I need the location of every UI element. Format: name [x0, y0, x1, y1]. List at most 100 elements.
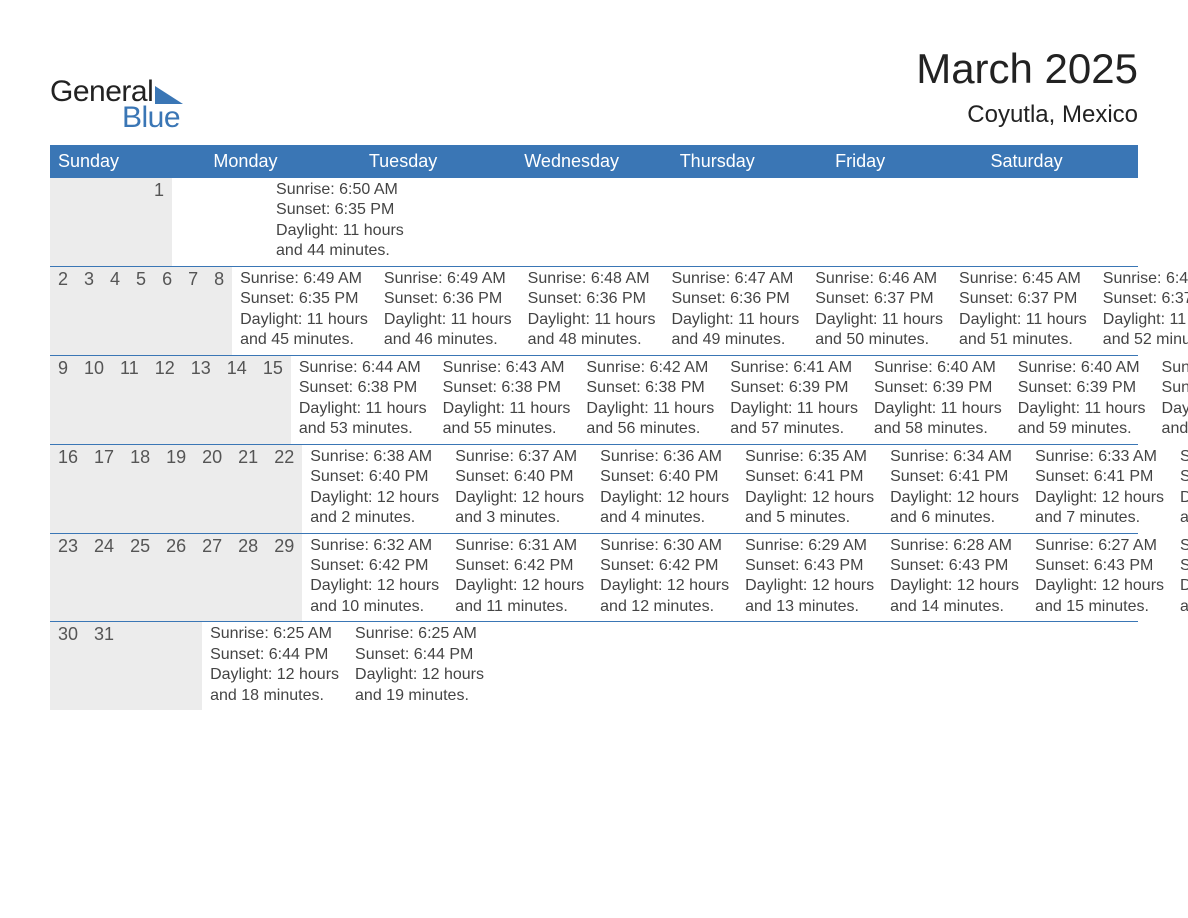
day-number: [138, 622, 154, 710]
sunset-text: Sunset: 6:44 PM: [1180, 556, 1188, 576]
sunrise-text: Sunrise: 6:38 AM: [310, 447, 439, 467]
day-body: Sunrise: 6:25 AMSunset: 6:44 PMDaylight:…: [202, 622, 347, 710]
sunrise-text: Sunrise: 6:40 AM: [1018, 358, 1146, 378]
day-body: Sunrise: 6:28 AMSunset: 6:43 PMDaylight:…: [882, 534, 1027, 622]
daylight-text-2: and 3 minutes.: [455, 508, 584, 528]
logo: General Blue: [50, 45, 183, 135]
daylight-text-1: Daylight: 12 hours: [890, 488, 1019, 508]
day-body: Sunrise: 6:26 AMSunset: 6:44 PMDaylight:…: [1172, 534, 1188, 622]
calendar: Sunday Monday Tuesday Wednesday Thursday…: [50, 145, 1138, 710]
weeks-container: 1Sunrise: 6:50 AMSunset: 6:35 PMDaylight…: [50, 178, 1138, 710]
sunset-text: Sunset: 6:38 PM: [586, 378, 714, 398]
day-number: 6: [154, 267, 180, 355]
daylight-text-1: Daylight: 12 hours: [210, 665, 339, 685]
sunset-text: Sunset: 6:40 PM: [455, 467, 584, 487]
sunrise-text: Sunrise: 6:29 AM: [745, 536, 874, 556]
day-number-bar: 23242526272829: [50, 534, 302, 622]
sunset-text: Sunset: 6:43 PM: [1035, 556, 1164, 576]
day-number: 22: [266, 445, 302, 533]
day-body: [492, 622, 508, 710]
sunrise-text: Sunrise: 6:42 AM: [586, 358, 714, 378]
daylight-text-1: Daylight: 12 hours: [310, 576, 439, 596]
sunrise-text: Sunrise: 6:37 AM: [455, 447, 584, 467]
week-row: 16171819202122Sunrise: 6:38 AMSunset: 6:…: [50, 444, 1138, 533]
day-number: 30: [50, 622, 86, 710]
sunset-text: Sunset: 6:39 PM: [730, 378, 858, 398]
daylight-text-2: and 53 minutes.: [299, 419, 427, 439]
sunset-text: Sunset: 6:39 PM: [1018, 378, 1146, 398]
day-number: 21: [230, 445, 266, 533]
daylight-text-1: Daylight: 12 hours: [455, 488, 584, 508]
daylight-text-1: Daylight: 11 hours: [1103, 310, 1188, 330]
daylight-text-1: Daylight: 11 hours: [276, 221, 404, 241]
sunset-text: Sunset: 6:42 PM: [600, 556, 729, 576]
sunset-text: Sunset: 6:44 PM: [355, 645, 484, 665]
day-number: 20: [194, 445, 230, 533]
day-number: 31: [86, 622, 122, 710]
day-body-row: Sunrise: 6:25 AMSunset: 6:44 PMDaylight:…: [202, 622, 572, 710]
sunset-text: Sunset: 6:40 PM: [600, 467, 729, 487]
daylight-text-1: Daylight: 11 hours: [240, 310, 368, 330]
day-header-tuesday: Tuesday: [361, 145, 516, 178]
day-number: [122, 622, 138, 710]
day-body: Sunrise: 6:47 AMSunset: 6:36 PMDaylight:…: [663, 267, 807, 355]
day-number: 4: [102, 267, 128, 355]
day-header-sunday: Sunday: [50, 145, 205, 178]
day-number: 24: [86, 534, 122, 622]
daylight-text-1: Daylight: 12 hours: [355, 665, 484, 685]
day-body-row: Sunrise: 6:38 AMSunset: 6:40 PMDaylight:…: [302, 445, 1188, 533]
day-body: Sunrise: 6:45 AMSunset: 6:37 PMDaylight:…: [951, 267, 1095, 355]
sunrise-text: Sunrise: 6:25 AM: [210, 624, 339, 644]
day-body: Sunrise: 6:38 AMSunset: 6:40 PMDaylight:…: [302, 445, 447, 533]
daylight-text-1: Daylight: 12 hours: [600, 576, 729, 596]
daylight-text-2: and 56 minutes.: [586, 419, 714, 439]
sunset-text: Sunset: 6:43 PM: [890, 556, 1019, 576]
daylight-text-1: Daylight: 11 hours: [1018, 399, 1146, 419]
daylight-text-2: and 57 minutes.: [730, 419, 858, 439]
day-body: [540, 622, 556, 710]
daylight-text-2: and 11 minutes.: [455, 597, 584, 617]
day-body-row: Sunrise: 6:50 AMSunset: 6:35 PMDaylight:…: [172, 178, 412, 266]
sunset-text: Sunset: 6:37 PM: [959, 289, 1087, 309]
day-number: 29: [266, 534, 302, 622]
daylight-text-2: and 0 minutes.: [1162, 419, 1188, 439]
sunrise-text: Sunrise: 6:43 AM: [443, 358, 571, 378]
day-number: 19: [158, 445, 194, 533]
title-block: March 2025 Coyutla, Mexico: [916, 45, 1138, 129]
daylight-text-1: Daylight: 11 hours: [443, 399, 571, 419]
sunset-text: Sunset: 6:41 PM: [1035, 467, 1164, 487]
sunrise-text: Sunrise: 6:45 AM: [1103, 269, 1188, 289]
daylight-text-2: and 6 minutes.: [890, 508, 1019, 528]
day-body: [220, 178, 236, 266]
sunset-text: Sunset: 6:37 PM: [815, 289, 943, 309]
sunrise-text: Sunrise: 6:41 AM: [730, 358, 858, 378]
daylight-text-1: Daylight: 12 hours: [1180, 576, 1188, 596]
day-body: Sunrise: 6:44 AMSunset: 6:38 PMDaylight:…: [291, 356, 435, 444]
day-number: 7: [180, 267, 206, 355]
sunrise-text: Sunrise: 6:49 AM: [384, 269, 512, 289]
day-body: [188, 178, 204, 266]
day-number: [114, 178, 130, 266]
day-number-bar: 2345678: [50, 267, 232, 355]
sunset-text: Sunset: 6:42 PM: [310, 556, 439, 576]
day-number: 25: [122, 534, 158, 622]
sunset-text: Sunset: 6:36 PM: [384, 289, 512, 309]
location-label: Coyutla, Mexico: [916, 101, 1138, 129]
day-body-row: Sunrise: 6:32 AMSunset: 6:42 PMDaylight:…: [302, 534, 1188, 622]
day-number: 12: [147, 356, 183, 444]
day-number: [50, 178, 66, 266]
daylight-text-1: Daylight: 12 hours: [745, 488, 874, 508]
day-number-bar: 16171819202122: [50, 445, 302, 533]
daylight-text-2: and 48 minutes.: [528, 330, 656, 350]
daylight-text-2: and 59 minutes.: [1018, 419, 1146, 439]
day-body: [508, 622, 524, 710]
day-body: [524, 622, 540, 710]
daylight-text-2: and 49 minutes.: [671, 330, 799, 350]
day-number: [170, 622, 186, 710]
day-header-row: Sunday Monday Tuesday Wednesday Thursday…: [50, 145, 1138, 178]
sunrise-text: Sunrise: 6:31 AM: [455, 536, 584, 556]
day-number: 13: [183, 356, 219, 444]
sunset-text: Sunset: 6:44 PM: [210, 645, 339, 665]
sunset-text: Sunset: 6:39 PM: [874, 378, 1002, 398]
sunrise-text: Sunrise: 6:25 AM: [355, 624, 484, 644]
